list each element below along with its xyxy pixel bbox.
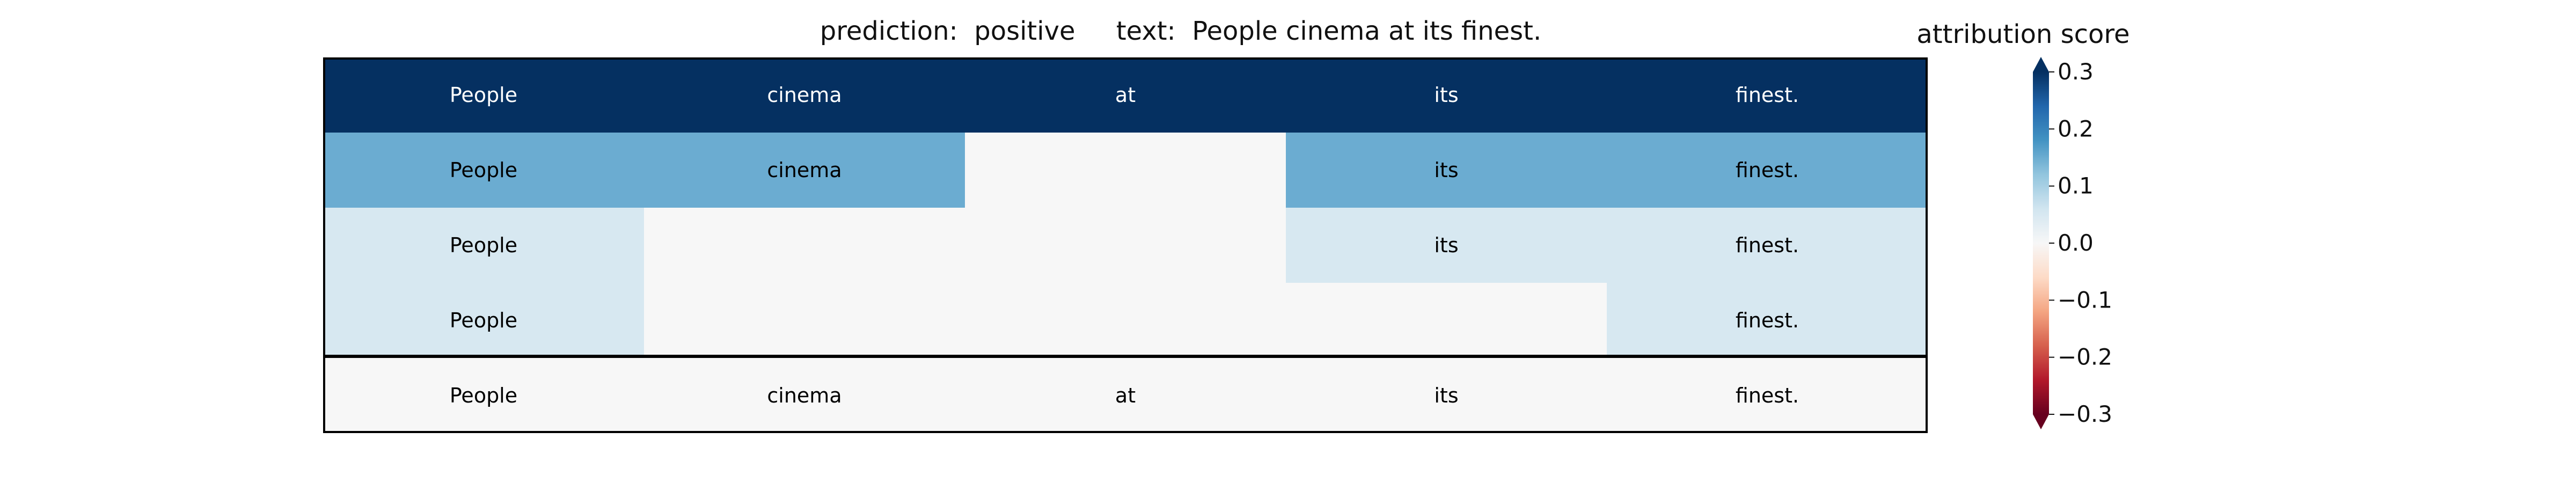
heatmap-cell: finest.: [1607, 133, 1928, 208]
token-label: cinema: [767, 158, 842, 182]
token-label: People: [449, 309, 518, 332]
token-label: finest.: [1735, 309, 1799, 332]
heatmap-cell: cinema: [644, 133, 965, 208]
heatmap-cell: People: [323, 133, 644, 208]
heatmap-cell: [965, 133, 1286, 208]
token-label: at: [1115, 83, 1136, 107]
colorbar-tick-label: 0.0: [2058, 230, 2094, 256]
token-label: cinema: [767, 83, 842, 107]
token-label: People: [449, 384, 518, 407]
heatmap-cell: finest.: [1607, 358, 1928, 433]
heatmap-cell: its: [1286, 208, 1607, 283]
token-label: People: [449, 233, 518, 257]
colorbar: 0.3 0.2 0.1 0.0 −0.1 −0.2 −0.3: [2033, 57, 2112, 429]
token-label: finest.: [1735, 158, 1799, 182]
heatmap-cell: at: [965, 57, 1286, 133]
colorbar-tick-label: 0.2: [2058, 115, 2094, 142]
token-label: People: [449, 158, 518, 182]
heatmap-cell: People: [323, 208, 644, 283]
heatmap-cell: cinema: [644, 57, 965, 133]
heatmap-cell: its: [1286, 57, 1607, 133]
heatmap-cell: People: [323, 358, 644, 433]
colorbar-tick-label: 0.3: [2058, 58, 2094, 85]
colorbar-tick-label: −0.1: [2058, 287, 2112, 313]
prediction-value: positive: [974, 16, 1075, 46]
token-label: cinema: [767, 384, 842, 407]
baseline-separator: [323, 355, 1928, 358]
colorbar-tick-label: −0.2: [2058, 344, 2112, 370]
heatmap-cell: finest.: [1607, 208, 1928, 283]
heatmap-cell: [644, 283, 965, 358]
colorbar-tick-label: −0.3: [2058, 401, 2112, 427]
heatmap-cell: [965, 208, 1286, 283]
token-label: finest.: [1735, 83, 1799, 107]
colorbar-title: attribution score: [1916, 19, 2130, 49]
heatmap-cell: cinema: [644, 358, 965, 433]
token-label: at: [1115, 384, 1136, 407]
token-label: finest.: [1735, 233, 1799, 257]
heatmap-cell: at: [965, 358, 1286, 433]
prediction-label: prediction:: [819, 16, 958, 46]
heatmap-cell: People: [323, 283, 644, 358]
attribution-heatmap: People cinema at its finest. People cinema its f…: [323, 57, 1928, 433]
token-label: its: [1434, 83, 1459, 107]
token-label: its: [1434, 233, 1459, 257]
heatmap-cell: its: [1286, 358, 1607, 433]
heatmap-cell: finest.: [1607, 283, 1928, 358]
heatmap-cell: People: [323, 57, 644, 133]
token-label: its: [1434, 384, 1459, 407]
token-label: finest.: [1735, 384, 1799, 407]
token-label: its: [1434, 158, 1459, 182]
colorbar-extend-min: [2033, 414, 2049, 429]
text-value: People cinema at its finest.: [1192, 16, 1542, 46]
heatmap-cell: [965, 283, 1286, 358]
chart-title: prediction: positive text: People cinema…: [0, 16, 2361, 46]
heatmap-cell: [644, 208, 965, 283]
heatmap-cell: [1286, 283, 1607, 358]
colorbar-gradient: [2033, 72, 2049, 414]
colorbar-extend-max: [2033, 57, 2049, 72]
text-label: text:: [1116, 16, 1176, 46]
token-label: People: [449, 83, 518, 107]
colorbar-tick-label: 0.1: [2058, 173, 2094, 199]
heatmap-cell: its: [1286, 133, 1607, 208]
heatmap-cell: finest.: [1607, 57, 1928, 133]
